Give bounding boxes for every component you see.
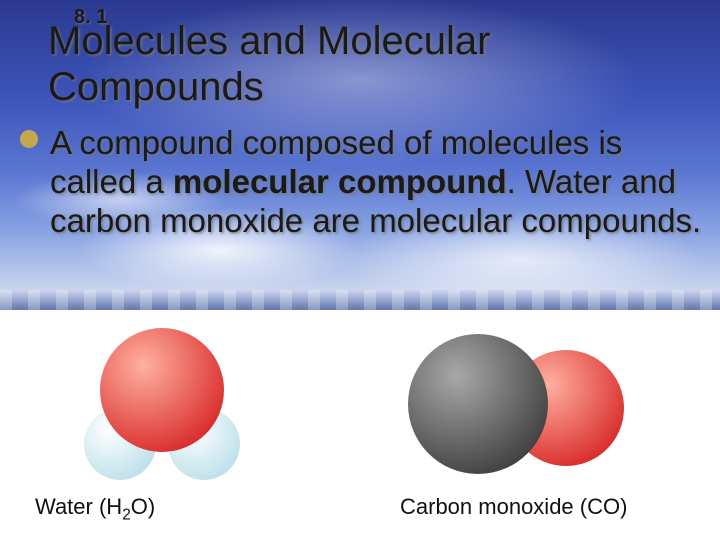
bullet-dot-icon [20, 130, 38, 148]
slide: 8. 1 Molecules and Molecular Compounds A… [0, 0, 720, 540]
bullet-bold: molecular compound [173, 163, 507, 200]
water-label-sub: 2 [122, 506, 131, 523]
molecule-panel: Water (H2O) Carbon monoxide (CO) [0, 318, 720, 540]
co-label: Carbon monoxide (CO) [400, 494, 627, 520]
water-label-pre: Water (H [35, 494, 122, 519]
bullet-text: A compound composed of molecules is call… [50, 124, 710, 241]
oxygen-atom [100, 328, 224, 452]
water-molecule-icon [72, 318, 252, 488]
bullet-block: A compound composed of molecules is call… [20, 124, 710, 241]
slide-title: Molecules and Molecular Compounds [48, 18, 688, 110]
water-label-post: O) [131, 494, 155, 519]
water-label: Water (H2O) [35, 494, 155, 524]
carbon-atom [408, 334, 548, 474]
co-molecule-icon [400, 326, 630, 486]
